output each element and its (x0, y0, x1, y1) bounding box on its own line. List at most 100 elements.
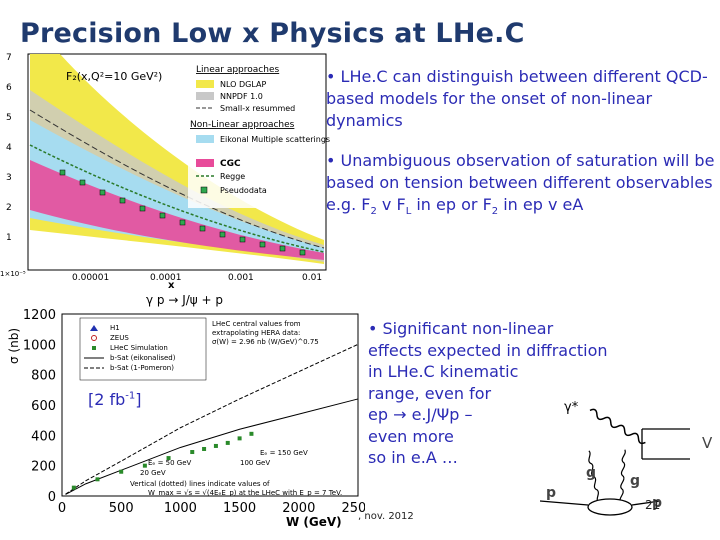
f2-xtick: 0.001 (228, 273, 254, 283)
ref-text: [2 fb (88, 390, 126, 409)
bullet-3-line: even more (368, 426, 454, 446)
legend-nonlinear-header: Non-Linear approaches (190, 120, 295, 130)
jpsi-annot: 20 GeV (140, 469, 166, 477)
proton-in-label: p (546, 485, 556, 501)
bullet-3-line: so in e.A … (368, 448, 458, 467)
sim-point (142, 463, 147, 468)
f2-ytick: 4 (6, 143, 12, 153)
f2-ytick: 2 (6, 203, 12, 213)
bullet-1: • LHe.C can distinguish between differen… (326, 67, 708, 130)
jpsi-annot: Eₑ = 150 GeV (260, 449, 308, 457)
jpsi-legend-note: extrapolating HERA data: (212, 329, 300, 337)
jpsi-chart: γ p → J/ψ + p σ (nb) 0 200 400 600 800 1000 12… (7, 293, 365, 529)
gluon-label-2: g (630, 473, 640, 489)
jpsi-legend-eik: b-Sat (eikonalised) (110, 354, 176, 362)
jpsi-legend-pom: b-Sat (1-Pomeron) (110, 364, 174, 372)
bullet-2-sub: 2 (491, 206, 499, 218)
jpsi-annot: Vertical (dotted) lines indicate values … (130, 480, 270, 488)
jpsi-annot: 100 GeV (240, 459, 270, 467)
gluon-2 (619, 449, 626, 504)
cgc-band (30, 160, 324, 260)
f2-ytick: 3 (6, 173, 12, 183)
jpsi-xtick: 0 (58, 501, 66, 516)
f2-chart-title: F₂(x,Q²=10 GeV²) (66, 70, 162, 83)
bullet-2-text: in ep v eA (498, 195, 584, 214)
jpsi-legend-sim: LHeC Simulation (110, 344, 168, 352)
legend-regge: Regge (220, 172, 245, 181)
pseudodata-points (59, 169, 306, 256)
jpsi-xlabel: W (GeV) (286, 515, 342, 529)
sim-point (95, 477, 100, 482)
jpsi-legend-zeus: ZEUS (110, 334, 129, 342)
footer-date: , nov. 2012 (358, 511, 414, 522)
regge-line (29, 144, 325, 253)
photon-label: γ* (564, 400, 579, 415)
jpsi-xtick: 2500 (341, 501, 365, 516)
f2-xtick: 0.01 (302, 273, 322, 283)
jpsi-series (65, 343, 359, 495)
bullet-2-sub: L (405, 206, 412, 218)
ref-sup: -1 (125, 390, 136, 402)
jpsi-xtick: 2000 (282, 501, 315, 516)
sim-point (213, 443, 218, 448)
f2-xtick: 0.0001 (150, 273, 182, 283)
vector-meson-label: V (702, 434, 713, 452)
f2-xlabel: x (168, 280, 175, 290)
jpsi-legend-note: LHeC central values from (212, 320, 301, 328)
f2-xtick: 0.00001 (72, 273, 109, 283)
bullet-3-line: range, even for (368, 383, 492, 403)
jpsi-annot: W_max = √s = √(4EₑE_p) at the LHeC with … (148, 489, 342, 497)
bullet-3-line: in LHe.C kinematic (368, 362, 519, 381)
sim-point (225, 440, 230, 445)
ref-text: ] (135, 390, 142, 409)
sim-point (166, 456, 171, 461)
sim-point (119, 469, 124, 474)
bullet-2: • Unambiguous observation of saturation … (326, 150, 716, 223)
arrow-icon: → (393, 405, 407, 424)
jpsi-title: γ p → J/ψ + p (146, 293, 223, 307)
jpsi-legend-note: σ(W) = 2.96 nb (W/GeV)^0.75 (212, 338, 319, 346)
bullet-3-line: ep → e.J/Ψp – (368, 404, 638, 426)
bullet-2-text: • Unambiguous observation of saturation … (326, 151, 715, 214)
f2-ytick: 1×10⁻⁵ (0, 270, 26, 278)
sim-point (71, 485, 76, 490)
photon-line (589, 408, 646, 445)
gluon-1 (588, 450, 601, 504)
bullet-3: • Significant non-linear effects expecte… (368, 318, 638, 469)
jpsi-annot: Eₑ = 50 GeV (148, 459, 192, 467)
legend-smallx: Small-x resummed (220, 104, 295, 113)
legend-pseudo: Pseudodata (220, 186, 267, 195)
bullet-2-sub: 2 (370, 206, 377, 218)
f2-ytick: 5 (6, 113, 12, 123)
jpsi-ticks: 0 200 400 600 800 1000 1200 0 500 1000 1500 2000 250… (23, 308, 365, 516)
small-x-line (29, 109, 325, 249)
sim-point (190, 450, 195, 455)
sim-point (237, 436, 242, 441)
bullet-2-text: v F (376, 195, 406, 214)
legend-linear-header: Linear approaches (196, 65, 279, 75)
f2-ytick: 1 (6, 233, 12, 243)
proton-blob (587, 498, 633, 516)
gluon-label-1: g (586, 465, 596, 481)
sim-point (249, 431, 254, 436)
f2-chart: F₂(x,Q²=10 GeV²) Linear approaches NLO D… (0, 53, 330, 290)
legend-nlo: NLO DGLAP (220, 80, 266, 89)
jpsi-xtick: 1500 (223, 501, 256, 516)
series-line-1 (65, 343, 359, 495)
jpsi-xtick: 1000 (164, 501, 197, 516)
jpsi-ytick: 200 (31, 460, 56, 475)
jpsi-xtick: 500 (109, 501, 134, 516)
bullet-3-text: e.J/Ψp – (406, 405, 473, 424)
bullet-3-text: ep (368, 405, 394, 424)
sim-point (202, 446, 207, 451)
bullet-2-text: in ep or F (411, 195, 492, 214)
bullet-3-line: effects expected in diffraction (368, 340, 608, 360)
page-number: 21 (645, 498, 661, 512)
jpsi-ylabel: σ (nb) (7, 328, 21, 364)
jpsi-ytick: 1200 (23, 308, 56, 323)
slide-title: Precision Low x Physics at LHe.C (20, 18, 525, 49)
jpsi-legend-h1: H1 (110, 324, 120, 332)
legend-nnpdf: NNPDF 1.0 (220, 92, 263, 101)
jpsi-ytick: 1000 (23, 338, 56, 353)
legend-cgc: CGC (220, 159, 241, 169)
